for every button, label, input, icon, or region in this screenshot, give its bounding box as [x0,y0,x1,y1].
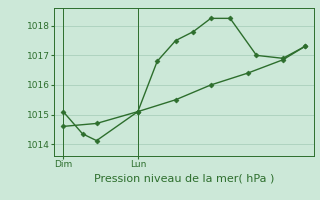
X-axis label: Pression niveau de la mer( hPa ): Pression niveau de la mer( hPa ) [94,173,274,183]
